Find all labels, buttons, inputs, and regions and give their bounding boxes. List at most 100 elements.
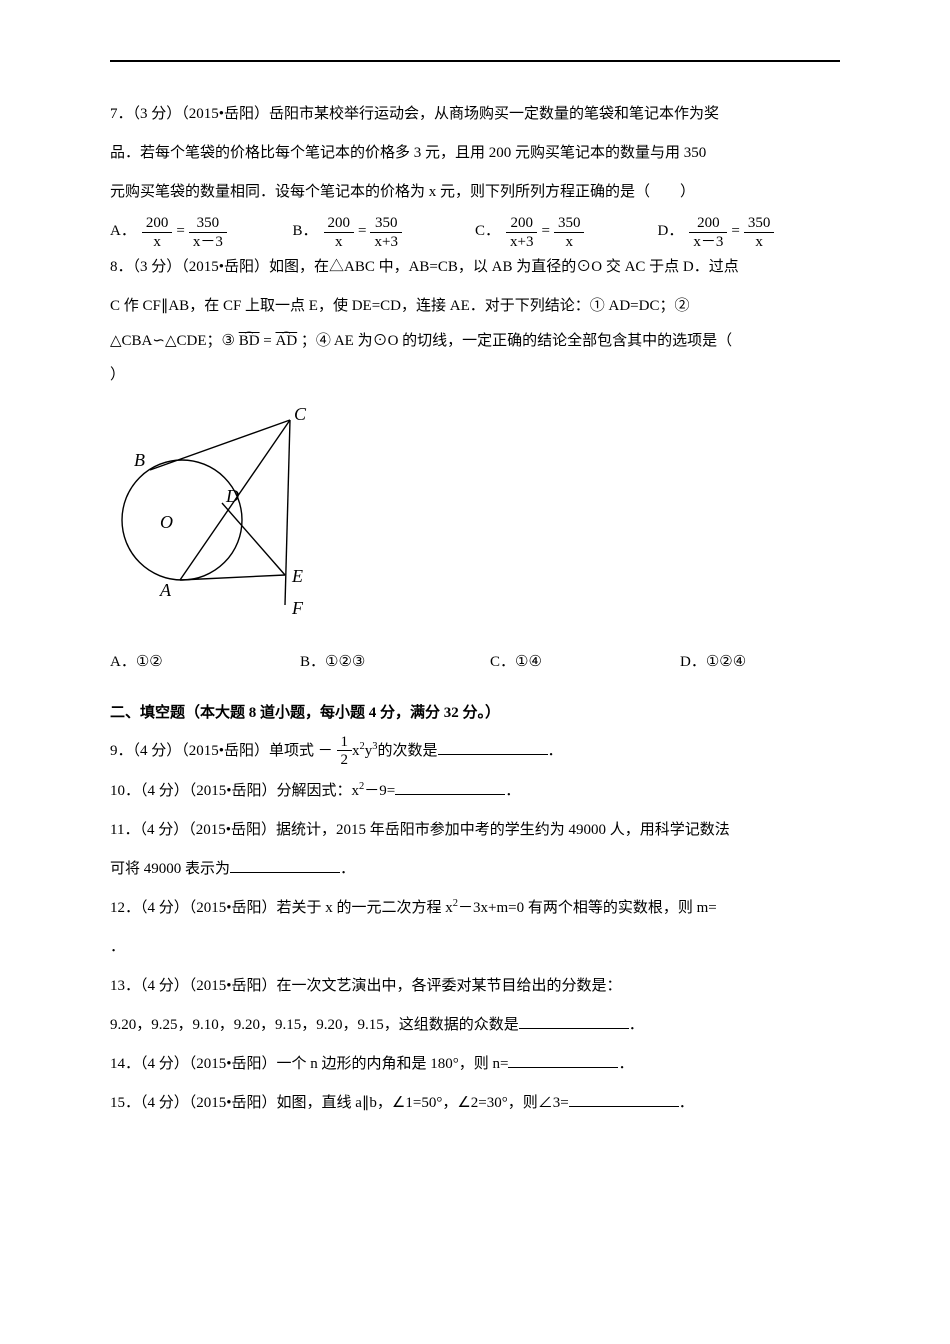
q10-tail: －9= — [364, 783, 395, 799]
q7-opt-c: C． 200 x+3 = 350 x — [475, 215, 658, 251]
q11-line2: 可将 49000 表示为． — [110, 853, 840, 886]
blank — [569, 1091, 679, 1107]
q7-opt-a: A． 200 x = 350 x－3 — [110, 215, 293, 251]
opt-text: ①②③ — [325, 653, 365, 670]
fraction: 350 x－3 — [189, 215, 227, 251]
q14-text: 14．（4 分）（2015•岳阳）一个 n 边形的内角和是 180°，则 n= — [110, 1056, 508, 1072]
blank — [519, 1013, 629, 1029]
opt-text: ①④ — [515, 653, 542, 670]
frac-den: x+3 — [370, 233, 401, 251]
frac-den: x+3 — [506, 233, 537, 251]
equals: = — [172, 215, 188, 248]
arc-equals: = — [263, 333, 271, 349]
exam-page: 7．（3 分）（2015•岳阳）岳阳市某校举行运动会，从商场购买一定数量的笔袋和… — [0, 0, 950, 1344]
q8-opt-d: D．①②④ — [680, 645, 840, 679]
q8-line2: C 作 CF∥AB，在 CF 上取一点 E，使 DE=CD，连接 AE．对于下列… — [110, 290, 840, 323]
opt-label: D． — [658, 215, 684, 248]
q9-tail: 的次数是 — [378, 743, 438, 759]
q10: 10．（4 分）（2015•岳阳）分解因式：x2－9=． — [110, 775, 840, 808]
q10-text: 10．（4 分）（2015•岳阳）分解因式：x — [110, 783, 359, 799]
fraction: 350 x — [744, 215, 775, 251]
opt-label: B． — [293, 215, 318, 248]
q7-options: A． 200 x = 350 x－3 B． 200 x = 350 x+3 — [110, 215, 840, 251]
q12-a: 12．（4 分）（2015•岳阳）若关于 x 的一元二次方程 x — [110, 900, 453, 916]
q12-line1: 12．（4 分）（2015•岳阳）若关于 x 的一元二次方程 x2－3x+m=0… — [110, 892, 840, 925]
q9-pre: 9．（4 分）（2015•岳阳）单项式 － — [110, 743, 333, 759]
q13-line2: 9.20，9.25，9.10，9.20，9.15，9.20，9.15，这组数据的… — [110, 1009, 840, 1042]
blank — [395, 779, 505, 795]
frac-num: 200 — [142, 215, 173, 233]
q7-opt-d: D． 200 x－3 = 350 x — [658, 215, 841, 251]
label-f: F — [291, 598, 304, 618]
q7-line3: 元购买笔袋的数量相同．设每个笔记本的价格为 x 元，则下列所列方程正确的是（ ） — [110, 176, 840, 209]
opt-label: A． — [110, 215, 136, 248]
period: ． — [679, 1095, 694, 1111]
section2-title: 二、填空题（本大题 8 道小题，每小题 4 分，满分 32 分。） — [110, 697, 840, 730]
q8-opt-a: A．①② — [110, 645, 300, 679]
seg-cf — [285, 420, 290, 605]
opt-text: ①② — [136, 653, 163, 670]
frac-den: x — [142, 233, 173, 251]
q13-l2: 9.20，9.25，9.10，9.20，9.15，9.20，9.15，这组数据的… — [110, 1017, 519, 1033]
blank — [508, 1052, 618, 1068]
fraction: 200 x－3 — [689, 215, 727, 251]
opt-label: C． — [475, 215, 500, 248]
circle-o — [122, 460, 242, 580]
label-d: D — [225, 486, 239, 506]
q9-x: x — [352, 743, 360, 759]
frac-den: x — [554, 233, 585, 251]
blank — [438, 739, 548, 755]
fraction: 200 x — [324, 215, 355, 251]
frac-num: 350 — [744, 215, 775, 233]
label-a: A — [159, 580, 172, 600]
label-b: B — [134, 450, 145, 470]
blank — [230, 857, 340, 873]
fraction: 350 x+3 — [370, 215, 401, 251]
q8-figure: B C D O A E F — [110, 400, 840, 643]
page-top-rule — [110, 60, 840, 62]
q12-line2: ． — [110, 931, 840, 964]
q14: 14．（4 分）（2015•岳阳）一个 n 边形的内角和是 180°，则 n= ． — [110, 1048, 840, 1081]
seg-bc — [150, 420, 290, 470]
q13-line1: 13．（4 分）（2015•岳阳）在一次文艺演出中，各评委对某节目给出的分数是： — [110, 970, 840, 1003]
equals: = — [537, 215, 553, 248]
period: ． — [629, 1017, 644, 1033]
period: ． — [505, 783, 520, 799]
arc-ad: AD — [276, 329, 298, 353]
q8-line3-post: ；④ AE 为⊙O 的切线，一定正确的结论全部包含其中的选项是（ — [301, 333, 732, 349]
q7-opt-b: B． 200 x = 350 x+3 — [293, 215, 476, 251]
frac-num: 350 — [554, 215, 585, 233]
frac-den: x－3 — [189, 233, 227, 251]
period: ． — [618, 1056, 633, 1072]
q12-b: －3x+m=0 有两个相等的实数根，则 m= — [458, 900, 717, 916]
label-e: E — [291, 566, 303, 586]
frac-den: 2 — [337, 751, 353, 769]
label-c: C — [294, 404, 307, 424]
period: ． — [340, 861, 355, 877]
frac-num: 200 — [324, 215, 355, 233]
equals: = — [727, 215, 743, 248]
q8-opt-b: B．①②③ — [300, 645, 490, 679]
frac-den: x — [324, 233, 355, 251]
q15-text: 15．（4 分）（2015•岳阳）如图，直线 a∥b，∠1=50°，∠2=30°… — [110, 1095, 569, 1111]
q8-line4: ） — [110, 359, 840, 392]
fraction: 200 x — [142, 215, 173, 251]
q15: 15．（4 分）（2015•岳阳）如图，直线 a∥b，∠1=50°，∠2=30°… — [110, 1087, 840, 1120]
seg-ae — [180, 575, 285, 580]
frac-num: 350 — [189, 215, 227, 233]
label-o: O — [160, 512, 173, 532]
q9: 9．（4 分）（2015•岳阳）单项式 － 1 2 x2y3的次数是． — [110, 734, 840, 770]
q11-line1: 11．（4 分）（2015•岳阳）据统计，2015 年岳阳市参加中考的学生约为 … — [110, 814, 840, 847]
fraction: 350 x — [554, 215, 585, 251]
seg-de — [222, 503, 285, 575]
frac-den: x — [744, 233, 775, 251]
fraction: 200 x+3 — [506, 215, 537, 251]
frac-num: 200 — [506, 215, 537, 233]
q8-svg: B C D O A E F — [110, 400, 330, 630]
q9-frac: 1 2 — [337, 734, 353, 770]
frac-den: x－3 — [689, 233, 727, 251]
equals: = — [354, 215, 370, 248]
frac-num: 200 — [689, 215, 727, 233]
q8-line3: △CBA∽△CDE；③ BD = AD ；④ AE 为⊙O 的切线，一定正确的结… — [110, 329, 840, 353]
opt-text: ①②④ — [706, 653, 746, 670]
